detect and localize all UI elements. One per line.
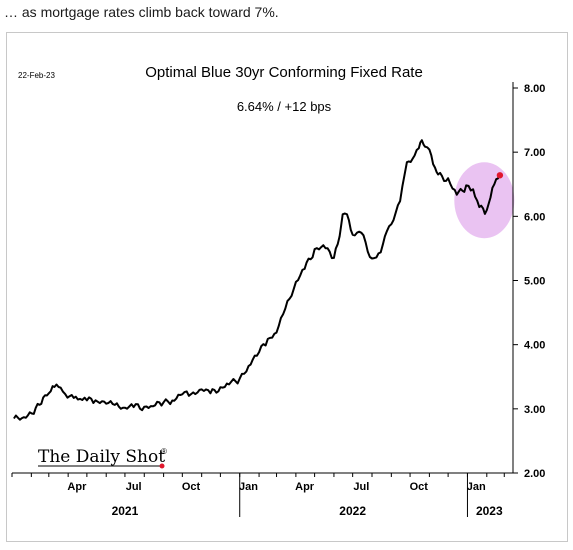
x-tick-label: Apr (67, 481, 87, 493)
x-tick-label: Jan (239, 481, 258, 493)
x-tick-label: Oct (182, 481, 201, 493)
watermark-dot (159, 463, 165, 469)
x-tick-label: Jul (126, 481, 142, 493)
x-tick-label: Jul (353, 481, 369, 493)
chart-frame (6, 32, 568, 542)
chart-subtitle: 6.64% / +12 bps (237, 99, 332, 114)
y-tick-label: 7.00 (524, 147, 545, 159)
y-tick-label: 2.00 (524, 468, 545, 480)
watermark-text: The Daily Shot (38, 447, 165, 467)
y-axis: 8.00 7.00 6.00 5.00 4.00 3.00 2.00 (512, 82, 545, 480)
y-tick-label: 4.00 (524, 340, 545, 352)
series-line (13, 139, 501, 421)
plot-area (13, 139, 515, 421)
watermark: The Daily Shot ® (38, 447, 167, 469)
year-label: 2021 (112, 504, 139, 518)
y-tick-label: 6.00 (524, 211, 545, 223)
chart-caption: … as mortgage rates climb back toward 7%… (4, 4, 279, 20)
x-tick-label: Jan (467, 481, 486, 493)
y-tick-label: 3.00 (524, 404, 545, 416)
y-tick-label: 8.00 (524, 83, 545, 95)
highlight-ellipse (454, 162, 515, 239)
x-tick-label: Oct (410, 481, 429, 493)
x-tick-label: Apr (295, 481, 315, 493)
chart-title: Optimal Blue 30yr Conforming Fixed Rate (145, 64, 423, 81)
x-axis: Apr Jul Oct Jan Apr Jul Oct Jan 2021 2022 2023 (11, 472, 513, 518)
watermark-mark: ® (161, 447, 167, 456)
date-stamp: 22-Feb-23 (18, 71, 55, 80)
year-label: 2023 (476, 504, 503, 518)
year-label: 2022 (339, 504, 366, 518)
y-tick-label: 5.00 (524, 276, 545, 288)
series-end-point (496, 172, 504, 179)
